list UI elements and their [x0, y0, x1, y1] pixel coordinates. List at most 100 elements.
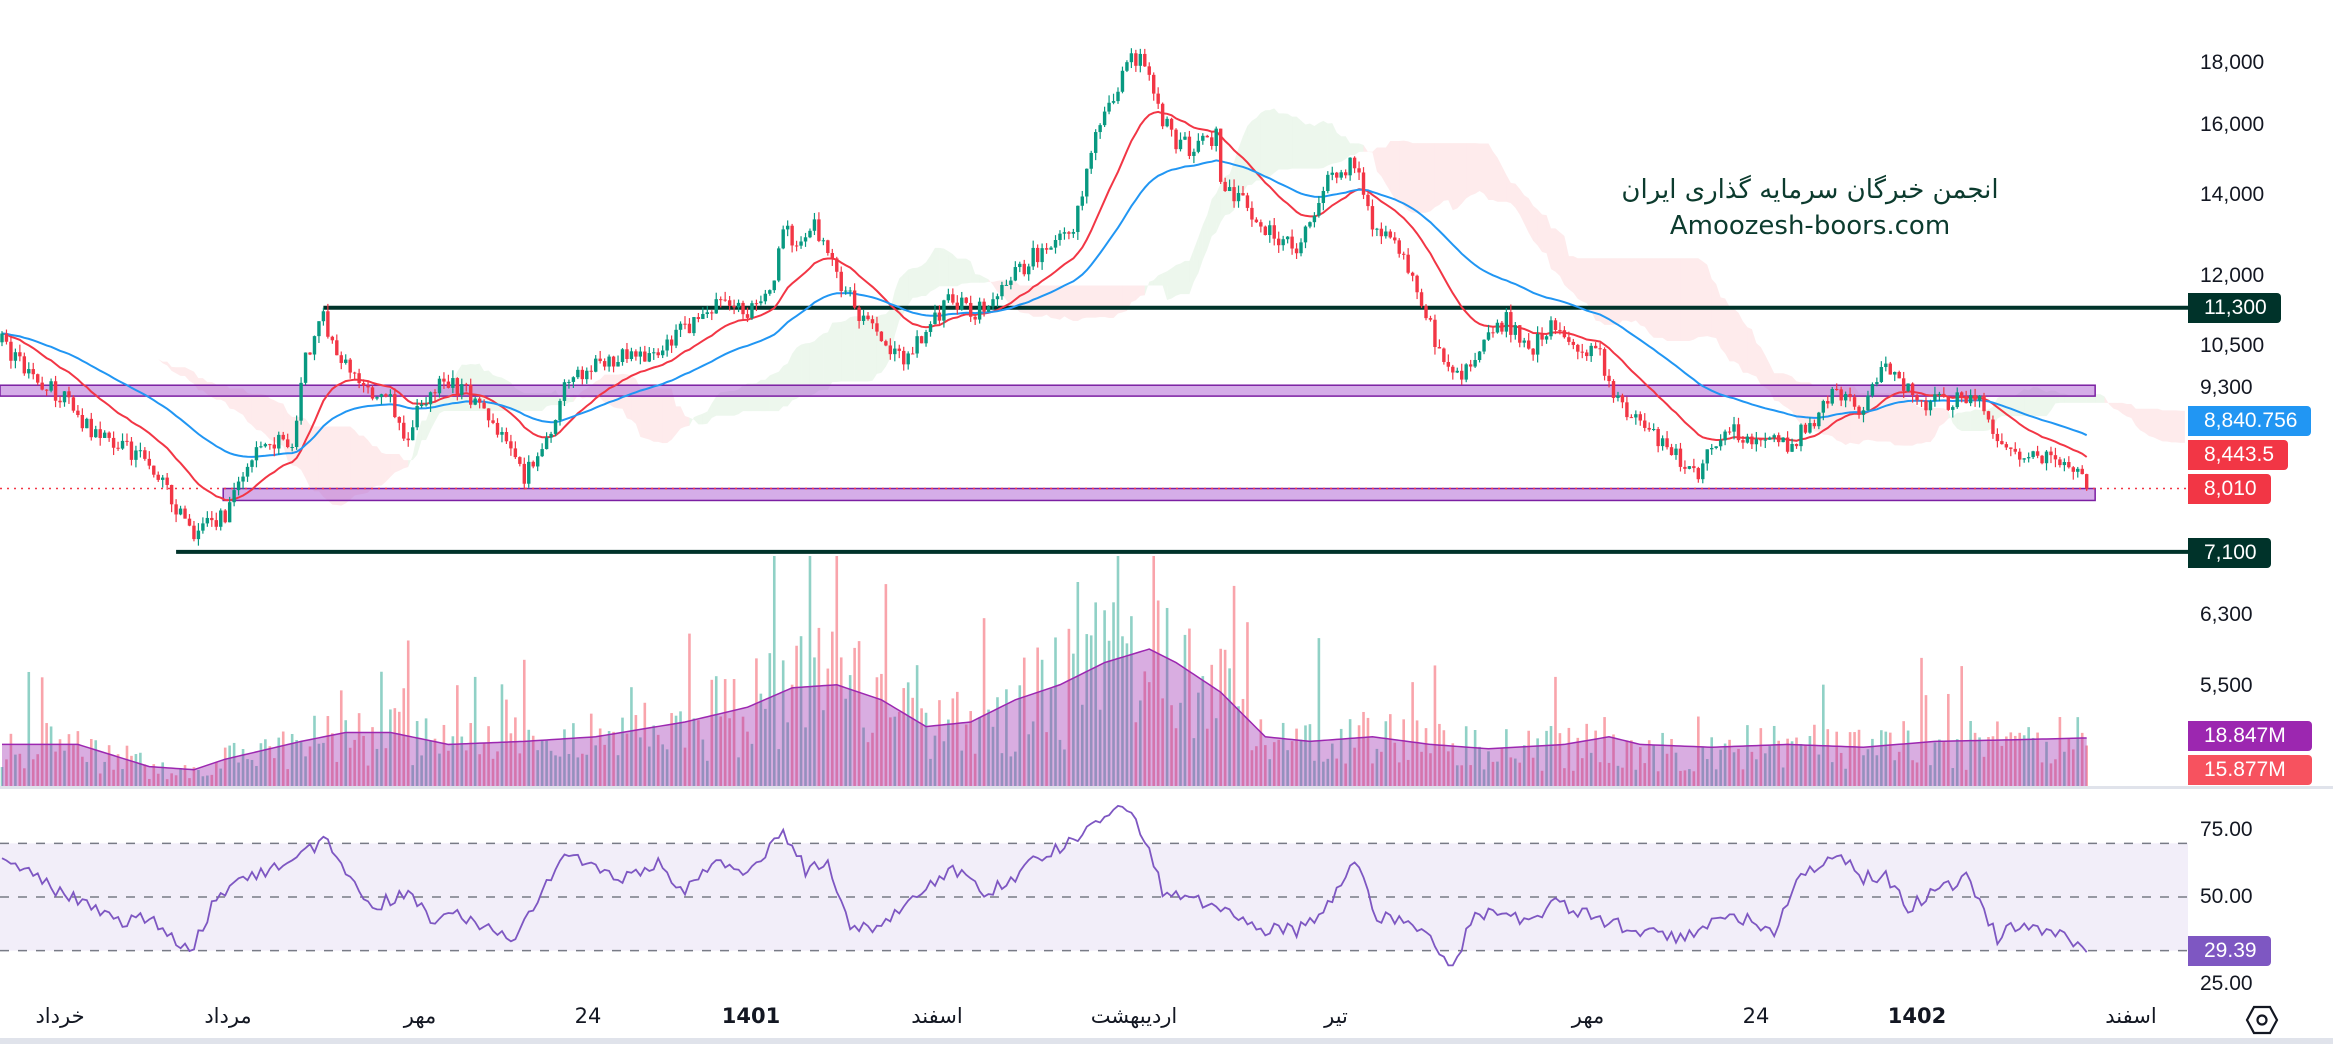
- candle-body: [1076, 205, 1080, 233]
- candle-body: [2067, 462, 2071, 468]
- cloud-segment: [1109, 285, 1114, 318]
- candle-body: [955, 302, 959, 310]
- candle-body: [446, 381, 451, 388]
- cloud-segment: [1484, 143, 1489, 200]
- candle-body: [290, 447, 294, 449]
- volume-bar: [268, 746, 272, 786]
- cloud-segment: [1698, 258, 1703, 338]
- candle: [1692, 458, 1696, 473]
- volume-bar: [585, 754, 589, 786]
- cloud-segment: [644, 388, 650, 440]
- candle-body: [1384, 231, 1388, 237]
- candle-body: [1839, 389, 1843, 401]
- candle: [1406, 248, 1410, 275]
- candle-body: [1285, 236, 1290, 240]
- volume-bar: [335, 761, 339, 786]
- volume-bar: [1996, 721, 1999, 786]
- candle: [790, 223, 794, 253]
- volume-bar: [1348, 719, 1352, 786]
- cloud-segment: [1417, 143, 1422, 213]
- candle: [1750, 433, 1754, 449]
- volume-bar: [223, 747, 227, 786]
- candle: [1397, 238, 1401, 258]
- candle-body: [192, 525, 196, 540]
- candle-body: [857, 307, 861, 321]
- candle-body: [9, 341, 13, 361]
- volume-bar: [996, 697, 999, 786]
- volume-bar: [2080, 732, 2084, 786]
- candle-body: [339, 355, 343, 363]
- cloud-segment: [1385, 141, 1391, 192]
- candle-body: [919, 336, 924, 344]
- cloud-segment: [390, 453, 395, 477]
- volume-bar: [344, 720, 348, 786]
- candle-body: [1973, 395, 1977, 401]
- time-label: اسفند: [911, 1004, 963, 1028]
- candle-body: [799, 241, 803, 246]
- volume-bar: [1255, 746, 1258, 786]
- candle-body: [1678, 448, 1683, 467]
- volume-bar: [1768, 746, 1772, 786]
- volume-bar: [1429, 753, 1432, 786]
- volume-bar: [89, 739, 93, 786]
- candle: [1933, 386, 1937, 407]
- candle-body: [1415, 275, 1419, 293]
- candle-body: [1665, 438, 1669, 448]
- cloud-segment: [1251, 117, 1257, 185]
- candle-body: [1317, 203, 1321, 216]
- volume-bar: [2067, 738, 2071, 786]
- candle: [915, 330, 919, 358]
- volume-bar: [469, 723, 473, 786]
- candle-body: [960, 297, 964, 310]
- candle-body: [540, 449, 544, 457]
- candle: [977, 297, 982, 324]
- volume-bar: [1911, 760, 1914, 786]
- volume-bar: [1250, 750, 1254, 786]
- chart-settings-button[interactable]: [2245, 1003, 2279, 1037]
- candle-body: [736, 302, 741, 308]
- candle-body: [580, 369, 585, 380]
- cloud-segment: [1676, 258, 1681, 341]
- cloud-segment: [524, 393, 529, 411]
- candle-body: [1156, 93, 1160, 104]
- volume-bar: [460, 736, 464, 786]
- cloud-segment: [323, 426, 328, 501]
- candle: [1710, 443, 1714, 455]
- candle: [571, 376, 576, 388]
- cloud-segment: [135, 348, 141, 353]
- cloud-segment: [626, 374, 632, 420]
- candle-body: [830, 253, 835, 259]
- volume-bar: [406, 640, 410, 786]
- candle: [513, 441, 518, 459]
- candle: [388, 389, 393, 403]
- cloud-segment: [720, 391, 726, 416]
- candle: [250, 459, 254, 473]
- candle-body: [1942, 393, 1946, 397]
- volume-bar: [2005, 736, 2008, 786]
- cloud-segment: [1524, 195, 1529, 233]
- candle-body: [1451, 366, 1455, 373]
- candle: [2035, 445, 2040, 459]
- candle-body: [986, 306, 991, 312]
- volume-bar: [1612, 734, 1615, 786]
- candle-body: [1535, 333, 1540, 355]
- cloud-segment: [140, 352, 145, 354]
- candle: [437, 375, 442, 398]
- candle-body: [205, 517, 210, 524]
- candle-body: [143, 450, 147, 459]
- volume-bar: [1161, 698, 1164, 786]
- cloud-segment: [1399, 140, 1404, 206]
- candle-body: [1437, 346, 1442, 349]
- candle: [1879, 361, 1884, 384]
- candle: [1562, 326, 1567, 339]
- candle: [486, 408, 491, 428]
- pane-separator[interactable]: [0, 786, 2333, 789]
- cloud-segment: [1693, 258, 1699, 340]
- volume-bar: [1580, 758, 1584, 786]
- candle: [1236, 185, 1241, 208]
- candle: [982, 298, 986, 317]
- candle: [1928, 399, 1933, 416]
- cloud-segment: [1658, 258, 1663, 338]
- volume-bar: [246, 759, 249, 786]
